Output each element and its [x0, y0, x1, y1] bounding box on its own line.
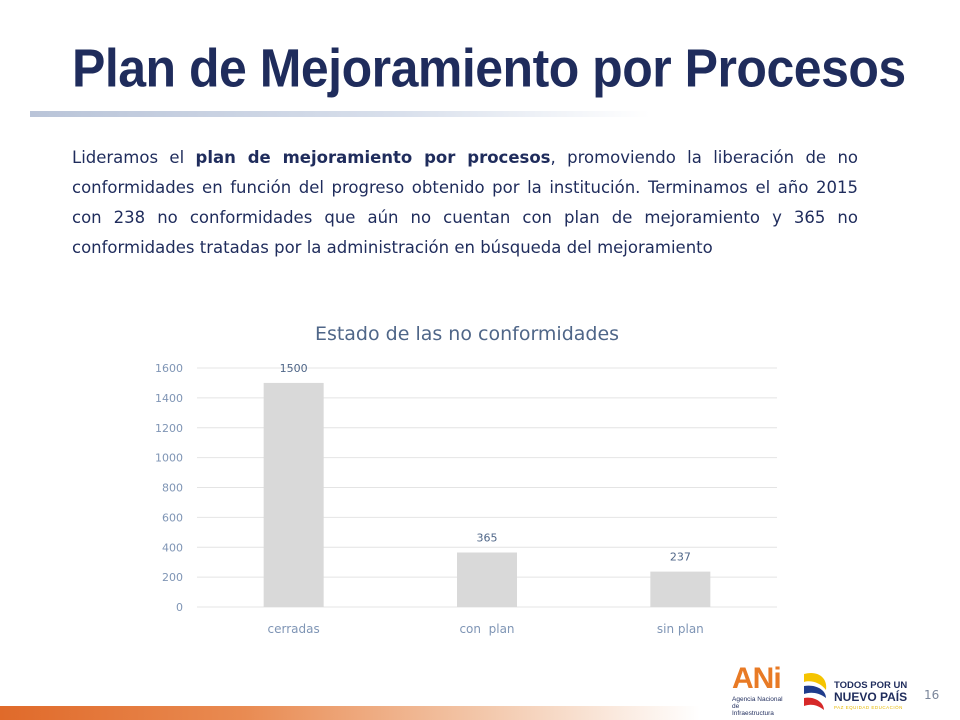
- tpnp-logo-line3: PAZ EQUIDAD EDUCACIÓN: [834, 705, 903, 710]
- paragraph-rest: , promoviendo la liberación de no confor…: [72, 148, 858, 257]
- y-tick-label: 0: [176, 601, 183, 614]
- todos-por-un-nuevo-pais-logo: TODOS POR UN NUEVO PAÍS PAZ EQUIDAD EDUC…: [800, 668, 910, 718]
- chart-x-axis: cerradas con plan sin plan: [268, 622, 704, 636]
- bar-1: [263, 382, 324, 607]
- y-tick-label: 400: [162, 541, 183, 554]
- y-tick-label: 200: [162, 571, 183, 584]
- x-tick-label: con plan: [459, 622, 514, 636]
- flag-swoosh-icon: [804, 672, 827, 710]
- tpnp-logo-line1: TODOS POR UN: [834, 680, 908, 691]
- y-tick-label: 1600: [155, 362, 183, 375]
- bar-data-label: 237: [670, 551, 691, 564]
- ani-logo-subtext-1: Agencia Nacional de: [732, 696, 783, 710]
- y-tick-label: 1000: [155, 452, 183, 465]
- slide-title: Plan de Mejoramiento por Procesos: [72, 37, 906, 99]
- bar-data-label: 365: [477, 531, 498, 544]
- ani-logo: ANi Agencia Nacional de Infraestructura: [732, 662, 788, 718]
- y-tick-label: 1400: [155, 392, 183, 405]
- title-underline: [30, 111, 650, 117]
- bar-2: [457, 552, 517, 607]
- ani-logo-subtext-2: Infraestructura: [732, 710, 774, 717]
- y-tick-label: 1200: [155, 422, 183, 435]
- page-number: 16: [924, 688, 940, 702]
- bar-data-label: 1500: [280, 362, 308, 375]
- paragraph-intro: Lideramos el: [72, 148, 196, 167]
- bar-3: [650, 571, 711, 607]
- ani-logo-mark: ANi: [732, 662, 782, 695]
- footer-accent-bar: [0, 706, 700, 720]
- y-tick-label: 600: [162, 511, 183, 524]
- tpnp-logo-line2: NUEVO PAÍS: [834, 690, 908, 704]
- x-tick-label: cerradas: [268, 622, 320, 636]
- chart-y-axis: 0 200 400 600 800 1000 1200 1400 1600: [155, 362, 183, 614]
- x-tick-label: sin plan: [657, 622, 704, 636]
- chart-bars: 1500 365 237: [263, 362, 711, 607]
- body-paragraph: Lideramos el plan de mejoramiento por pr…: [72, 143, 858, 263]
- y-tick-label: 800: [162, 482, 183, 495]
- chart-title: Estado de las no conformidades: [314, 323, 620, 345]
- paragraph-highlight: plan de mejoramiento por procesos: [195, 148, 551, 167]
